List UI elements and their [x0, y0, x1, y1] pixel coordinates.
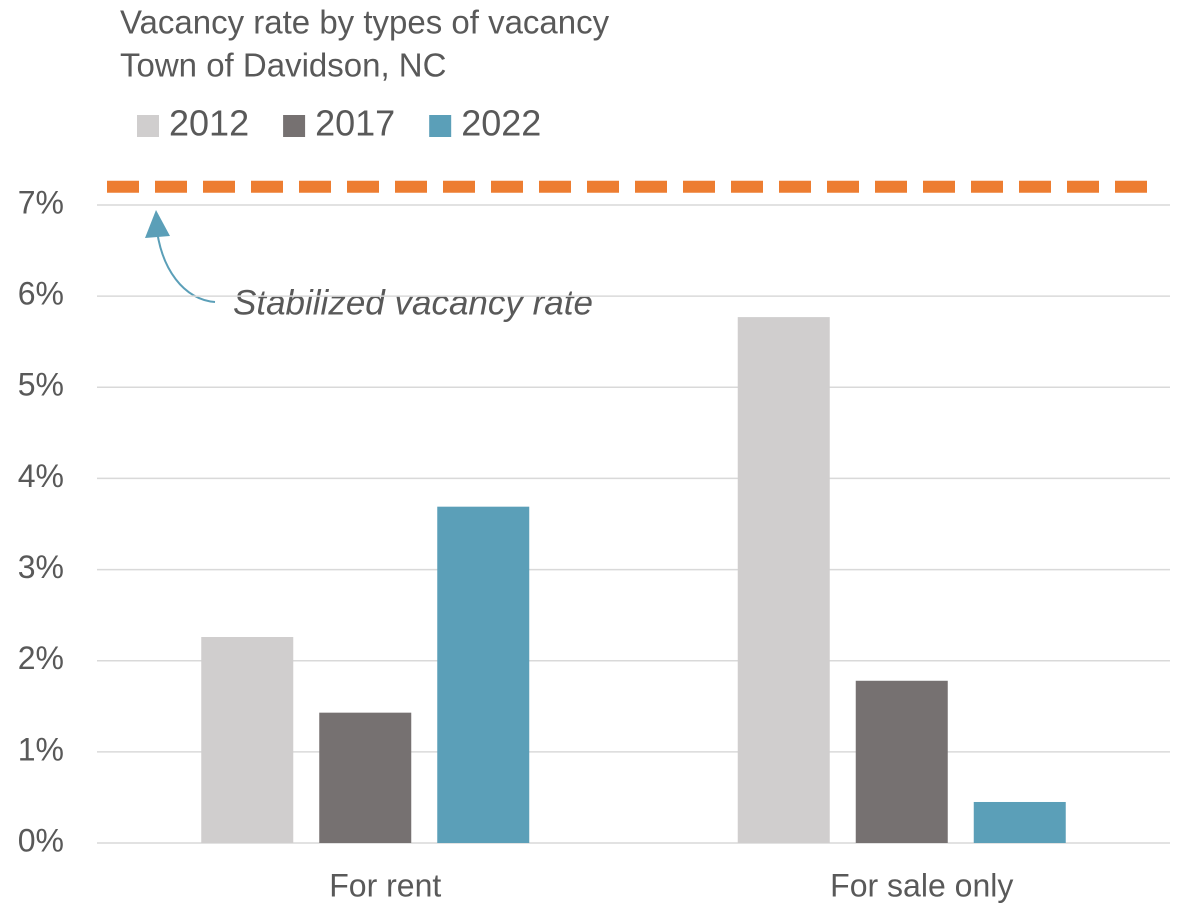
legend-label: 2022 [461, 103, 541, 144]
bar [201, 637, 294, 843]
annotation: Stabilized vacancy rate [233, 283, 593, 322]
y-tick-label: 2% [18, 640, 64, 676]
bar [973, 801, 1066, 843]
y-tick-label: 5% [18, 367, 64, 403]
y-tick-label: 4% [18, 458, 64, 494]
bar [737, 317, 830, 843]
y-tick-label: 0% [18, 822, 64, 858]
x-tick-label: For sale only [830, 867, 1013, 903]
bar [855, 680, 948, 843]
bar [319, 712, 412, 843]
bar [437, 506, 530, 843]
y-tick-label: 6% [18, 276, 64, 312]
legend-label: 2012 [169, 103, 249, 144]
chart-subtitle: Town of Davidson, NC [120, 47, 446, 84]
y-tick-label: 7% [18, 184, 64, 220]
y-tick-label: 3% [18, 549, 64, 585]
legend-swatch [137, 115, 159, 137]
annotation-arrowhead [145, 210, 170, 238]
y-tick-label: 1% [18, 731, 64, 767]
legend-label: 2017 [315, 103, 395, 144]
x-tick-label: For rent [329, 867, 441, 903]
chart-title: Vacancy rate by types of vacancy [120, 4, 610, 41]
legend-swatch [429, 115, 452, 137]
legend-swatch [283, 115, 306, 137]
